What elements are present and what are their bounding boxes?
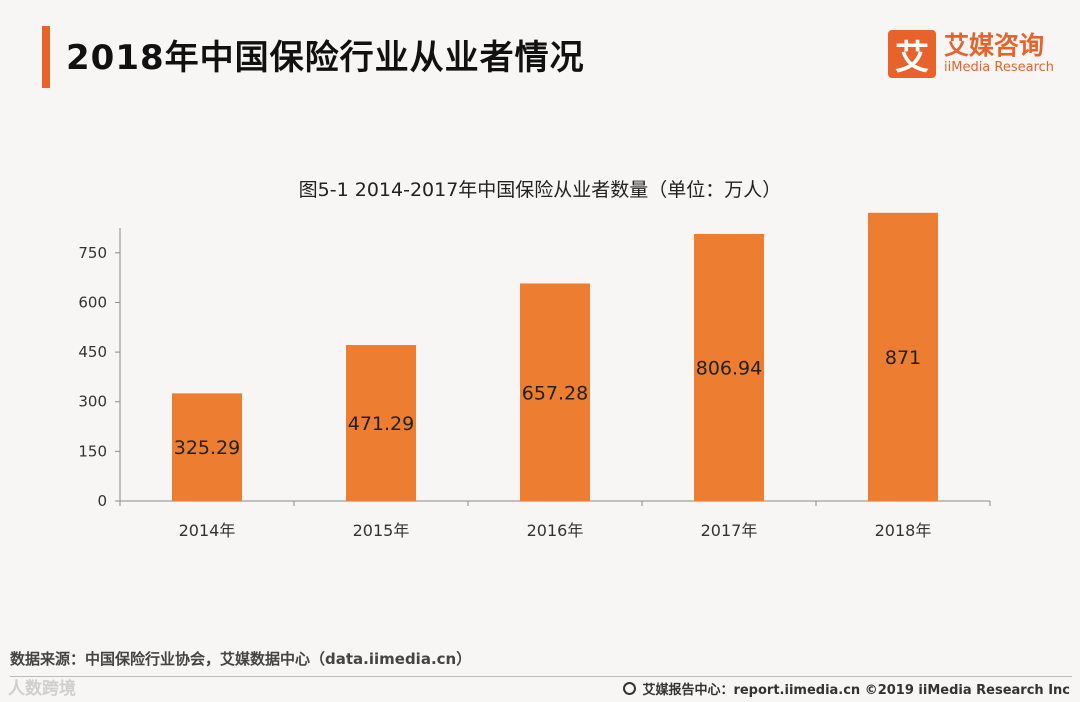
logo-name-en: iiMedia Research [944,60,1055,75]
y-tick-label: 750 [78,244,107,262]
footer-text: 艾媒报告中心：report.iimedia.cn ©2019 iiMedia R… [642,683,1070,698]
bar-chart: 图5-1 2014-2017年中国保险从业者数量（单位：万人） 0 150 300 4… [78,179,991,540]
y-tick-label: 0 [97,492,107,510]
x-tick-label: 2018年 [875,521,932,540]
y-tick-label: 450 [78,343,107,361]
bar-2018年 [868,212,938,501]
data-label: 806.94 [696,357,762,379]
y-tick-label: 150 [78,442,107,460]
source-note: 数据来源：中国保险行业协会，艾媒数据中心（data.iimedia.cn） [10,650,472,668]
chart-title: 图5-1 2014-2017年中国保险从业者数量（单位：万人） [299,179,782,201]
data-label: 471.29 [348,413,414,435]
page-title: 2018年中国保险行业从业者情况 [66,38,585,78]
x-tick-label: 2015年 [353,521,410,540]
logo-icon: 艾 [888,30,936,78]
globe-icon [623,682,637,695]
bar-2016年 [520,283,590,501]
x-tick-label: 2017年 [701,521,758,540]
bar-2017年 [694,233,764,501]
x-tick-label: 2016年 [527,521,584,540]
header-accent-bar [42,26,50,88]
footer: 艾媒报告中心：report.iimedia.cn ©2019 iiMedia R… [623,679,1070,698]
watermark-text: 人数跨境 [8,679,76,699]
brand-logo: 艾 艾媒咨询 iiMedia Research [888,30,1054,78]
y-tick-label: 300 [78,393,107,411]
x-tick-label: 2014年 [179,521,236,540]
footer-divider [10,676,1072,677]
bar-2014年 [172,393,242,501]
logo-text: 艾媒咨询 iiMedia Research [944,32,1054,76]
y-tick-label: 600 [78,293,107,311]
bar-2015年 [346,345,416,501]
data-label: 325.29 [174,437,240,459]
data-label: 871 [885,347,921,369]
logo-name-cn: 艾媒咨询 [944,31,1045,60]
data-label: 657.28 [522,382,588,404]
